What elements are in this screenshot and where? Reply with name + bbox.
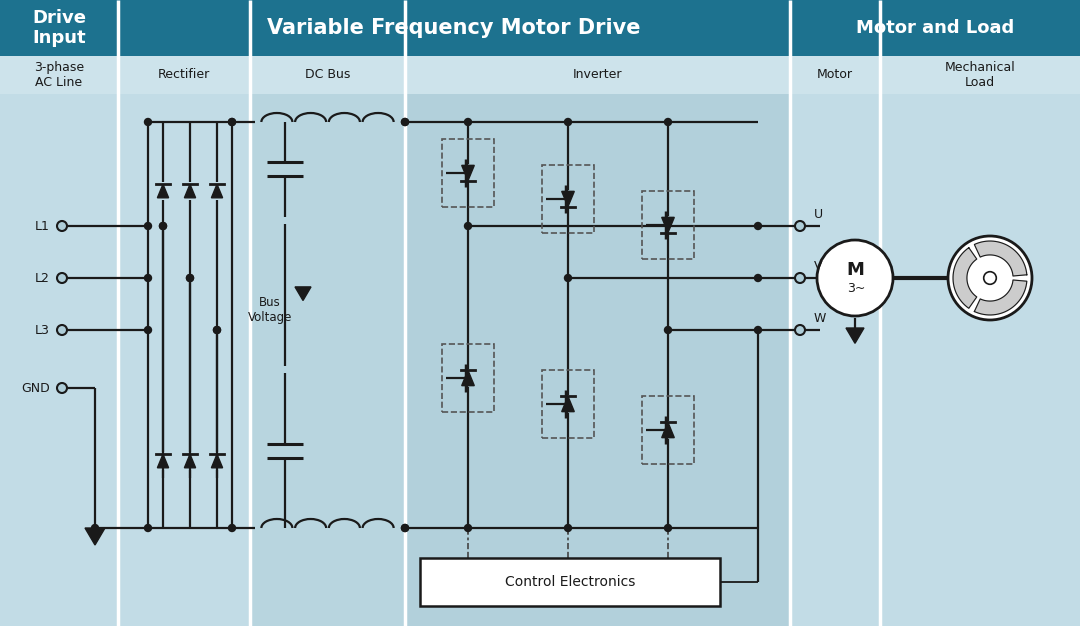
Bar [118, 0, 789, 56]
Circle shape [92, 525, 98, 531]
Circle shape [565, 525, 571, 531]
Polygon shape [158, 184, 168, 198]
Text: Mechanical
Load: Mechanical Load [945, 61, 1015, 89]
Circle shape [565, 274, 571, 282]
Circle shape [145, 118, 151, 125]
Circle shape [145, 222, 151, 230]
Bar [789, 0, 1080, 56]
Bar [249, 94, 405, 626]
Polygon shape [953, 248, 976, 308]
Circle shape [565, 118, 571, 125]
Circle shape [214, 327, 220, 334]
Circle shape [795, 273, 805, 283]
Polygon shape [158, 454, 168, 468]
Bar [542, 370, 594, 438]
Circle shape [464, 118, 472, 125]
Circle shape [229, 118, 235, 125]
Circle shape [402, 525, 408, 531]
Circle shape [160, 222, 166, 230]
Bar [642, 191, 694, 259]
Bar [442, 139, 494, 207]
Circle shape [464, 525, 472, 531]
Text: Inverter: Inverter [572, 68, 622, 81]
Text: L1: L1 [36, 220, 50, 232]
Bar [405, 94, 789, 626]
Text: M: M [846, 261, 864, 279]
Polygon shape [974, 241, 1027, 276]
Text: DC Bus: DC Bus [305, 68, 350, 81]
Bar [0, 0, 118, 56]
Circle shape [57, 383, 67, 393]
Bar [0, 94, 118, 626]
Circle shape [229, 525, 235, 531]
Text: Variable Frequency Motor Drive: Variable Frequency Motor Drive [267, 18, 640, 38]
Text: Rectifier: Rectifier [158, 68, 211, 81]
Polygon shape [85, 528, 105, 545]
Bar [118, 94, 249, 626]
Text: U: U [814, 207, 823, 220]
Circle shape [664, 327, 672, 334]
Circle shape [187, 274, 193, 282]
Circle shape [948, 236, 1032, 320]
Bar [789, 94, 880, 626]
Polygon shape [185, 184, 195, 198]
Polygon shape [212, 184, 222, 198]
Circle shape [795, 325, 805, 335]
Circle shape [229, 118, 235, 125]
Polygon shape [562, 192, 575, 207]
Circle shape [816, 240, 893, 316]
Circle shape [145, 274, 151, 282]
Text: W: W [814, 312, 826, 324]
Polygon shape [662, 217, 674, 233]
Bar [0, 56, 1080, 94]
Circle shape [214, 327, 220, 334]
Text: 3~: 3~ [847, 282, 865, 294]
Text: Control Electronics: Control Electronics [504, 575, 635, 589]
Circle shape [145, 525, 151, 531]
Text: Bus
Voltage: Bus Voltage [247, 296, 293, 324]
Polygon shape [295, 287, 311, 300]
Circle shape [755, 274, 761, 282]
Bar [542, 165, 594, 233]
Text: L2: L2 [36, 272, 50, 284]
Circle shape [160, 222, 166, 230]
Polygon shape [462, 165, 474, 181]
Circle shape [187, 274, 193, 282]
Text: Motor and Load: Motor and Load [855, 19, 1014, 37]
Polygon shape [846, 328, 864, 343]
Bar [420, 558, 720, 606]
Bar [880, 94, 1080, 626]
Circle shape [57, 221, 67, 231]
Circle shape [402, 118, 408, 125]
Circle shape [755, 327, 761, 334]
Circle shape [664, 118, 672, 125]
Text: GND: GND [22, 381, 50, 394]
Circle shape [755, 222, 761, 230]
Text: Drive
Input: Drive Input [32, 9, 86, 48]
Polygon shape [212, 454, 222, 468]
Bar [442, 344, 494, 412]
Polygon shape [462, 371, 474, 386]
Circle shape [145, 327, 151, 334]
Polygon shape [185, 454, 195, 468]
Text: L3: L3 [36, 324, 50, 337]
Circle shape [464, 222, 472, 230]
Bar [642, 396, 694, 464]
Circle shape [57, 325, 67, 335]
Text: Motor: Motor [816, 68, 853, 81]
Circle shape [57, 273, 67, 283]
Circle shape [402, 118, 408, 125]
Text: 3-phase
AC Line: 3-phase AC Line [33, 61, 84, 89]
Polygon shape [974, 280, 1027, 315]
Polygon shape [662, 423, 674, 438]
Circle shape [664, 525, 672, 531]
Circle shape [402, 525, 408, 531]
Circle shape [984, 272, 997, 284]
Circle shape [795, 221, 805, 231]
Polygon shape [562, 396, 575, 412]
Text: V: V [814, 260, 823, 272]
